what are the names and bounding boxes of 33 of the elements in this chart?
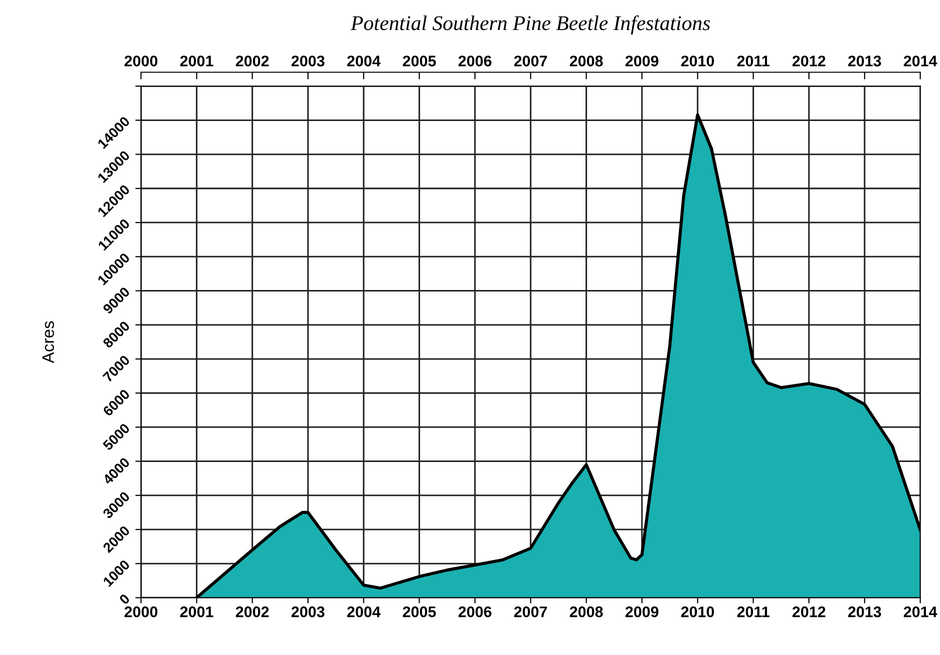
x2-tick-label: 2005 (402, 56, 436, 66)
x2-tick-label: 2001 (180, 56, 214, 66)
y-axis-title: Acres (42, 321, 54, 364)
chart-title: Potential Southern Pine Beetle Infestations (350, 15, 710, 34)
x-tick-label: 2003 (292, 606, 324, 618)
x-tick-label: 2009 (625, 606, 658, 618)
x-tick-label: 2008 (570, 606, 603, 618)
x-tick-label: 2007 (514, 606, 547, 618)
x-tick-label: 2006 (458, 606, 492, 618)
x2-tick-label: 2011 (737, 56, 770, 66)
x2-tick-label: 2009 (625, 56, 658, 66)
x-tick-label: 2013 (848, 606, 882, 618)
x2-tick-label: 2002 (236, 56, 269, 66)
x2-tick-label: 2008 (570, 56, 603, 66)
x-tick-label: 2004 (347, 606, 381, 618)
x-tick-label: 2010 (681, 606, 714, 618)
x2-tick-label: 2006 (458, 56, 492, 66)
x-tick-label: 2001 (180, 606, 214, 618)
x2-tick-label: 2013 (848, 56, 882, 66)
x2-tick-label: 2010 (681, 56, 714, 66)
y-tick-label: 0 (118, 593, 130, 605)
x2-tick-label: 2003 (292, 56, 324, 66)
x2-tick-label: 2000 (124, 56, 158, 66)
x2-tick-label: 2014 (904, 56, 938, 66)
x-tick-label: 2002 (236, 606, 269, 618)
x-tick-label: 2005 (402, 606, 436, 618)
x-tick-label: 2000 (124, 606, 158, 618)
x2-tick-label: 2004 (347, 56, 381, 66)
x-tick-label: 2011 (737, 606, 770, 618)
x2-tick-label: 2012 (792, 56, 826, 66)
x-tick-label: 2014 (904, 606, 938, 618)
x2-tick-label: 2007 (514, 56, 547, 66)
x-tick-label: 2012 (792, 606, 826, 618)
